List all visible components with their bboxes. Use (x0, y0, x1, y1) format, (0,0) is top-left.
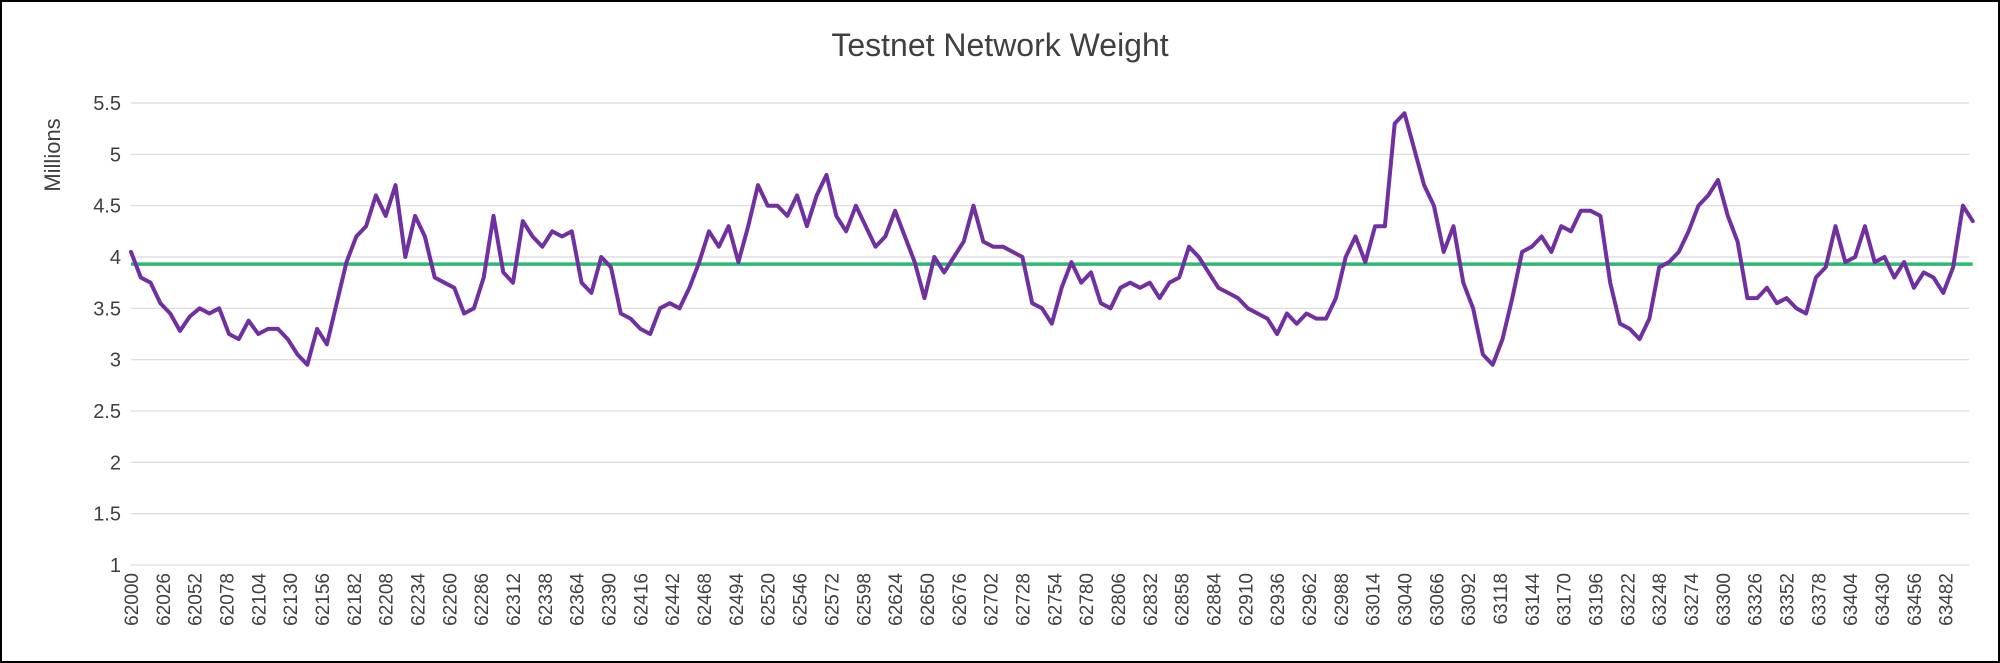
x-tick-label: 62130 (281, 573, 302, 626)
x-tick-label: 62390 (600, 573, 621, 626)
y-tick-label: 2.5 (93, 401, 121, 423)
x-tick-label: 62754 (1045, 573, 1066, 626)
x-tick-label: 63300 (1714, 573, 1735, 626)
x-tick-label: 62234 (409, 573, 430, 626)
y-tick-label: 4 (110, 247, 121, 269)
x-tick-label: 63352 (1778, 573, 1799, 626)
x-tick-label: 62598 (854, 573, 875, 626)
x-tick-label: 62156 (313, 573, 334, 626)
x-tick-label: 62962 (1300, 573, 1321, 626)
x-tick-label: 62026 (154, 573, 175, 626)
x-tick-label: 62884 (1204, 573, 1225, 626)
y-tick-label: 1 (110, 555, 121, 577)
x-tick-label: 62546 (791, 573, 812, 626)
x-tick-label: 62858 (1173, 573, 1194, 626)
x-tick-label: 62494 (727, 573, 748, 626)
gridlines (131, 102, 1969, 566)
x-tick-label: 63482 (1937, 573, 1958, 626)
x-tick-label: 62832 (1141, 573, 1162, 626)
x-tick-label: 63274 (1682, 573, 1703, 626)
x-tick-labels: 62000 62026 62052 62078 62104 62130 62156 62182… (122, 573, 1958, 626)
x-tick-label: 63066 (1427, 573, 1448, 626)
x-tick-label: 63378 (1809, 573, 1830, 626)
x-tick-label: 63092 (1459, 573, 1480, 626)
y-tick-label: 2 (110, 452, 121, 474)
x-tick-label: 62312 (504, 573, 525, 626)
x-tick-label: 63404 (1841, 573, 1862, 626)
x-tick-label: 62338 (536, 573, 557, 626)
y-tick-label: 3 (110, 350, 121, 372)
x-tick-label: 63118 (1491, 573, 1512, 624)
x-tick-label: 62780 (1077, 573, 1098, 626)
x-tick-label: 62000 (122, 573, 143, 626)
x-tick-label: 62468 (695, 573, 716, 626)
x-tick-label: 62572 (822, 573, 843, 626)
y-tick-label: 5.5 (93, 93, 121, 115)
x-tick-label: 63014 (1364, 573, 1385, 626)
x-tick-label: 62260 (440, 573, 461, 626)
x-tick-label: 63196 (1587, 573, 1608, 626)
x-tick-label: 62520 (759, 573, 780, 626)
y-tick-label: 3.5 (93, 298, 121, 320)
chart-title: Testnet Network Weight (831, 27, 1168, 63)
x-tick-label: 63430 (1873, 573, 1894, 626)
x-tick-label: 62078 (218, 573, 239, 626)
x-tick-label: 62988 (1332, 573, 1353, 626)
x-tick-label: 62936 (1268, 573, 1289, 626)
x-tick-label: 62702 (982, 573, 1003, 626)
y-tick-label: 5 (110, 144, 121, 166)
x-tick-label: 62910 (1236, 573, 1257, 626)
x-tick-label: 63248 (1650, 573, 1671, 626)
x-tick-label: 62182 (345, 573, 366, 626)
x-tick-label: 63456 (1905, 573, 1926, 626)
y-tick-labels: 1 1.5 2 2.5 3 3.5 4 4.5 5 5.5 (93, 93, 121, 577)
y-tick-label: 4.5 (93, 196, 121, 218)
x-tick-label: 62104 (249, 573, 270, 626)
series-lines (129, 111, 1975, 367)
x-tick-label: 62650 (918, 573, 939, 626)
x-tick-label: 62208 (377, 573, 398, 626)
x-tick-label: 62728 (1013, 573, 1034, 626)
x-tick-label: 63222 (1618, 573, 1639, 626)
y-tick-label: 1.5 (93, 504, 121, 526)
x-tick-label: 62806 (1109, 573, 1130, 626)
x-tick-label: 62052 (186, 573, 207, 626)
series-weight-line (129, 111, 1975, 367)
y-axis-label: Millions (40, 118, 65, 191)
x-tick-label: 62416 (631, 573, 652, 626)
x-tick-label: 62676 (950, 573, 971, 626)
x-tick-label: 62624 (886, 573, 907, 626)
x-tick-label: 63170 (1555, 573, 1576, 626)
x-tick-label: 62364 (568, 573, 589, 626)
x-tick-label: 62442 (663, 573, 684, 626)
x-tick-label: 62286 (472, 573, 493, 626)
x-tick-label: 63144 (1523, 573, 1544, 626)
x-tick-label: 63326 (1746, 573, 1767, 626)
x-tick-label: 63040 (1395, 573, 1416, 626)
